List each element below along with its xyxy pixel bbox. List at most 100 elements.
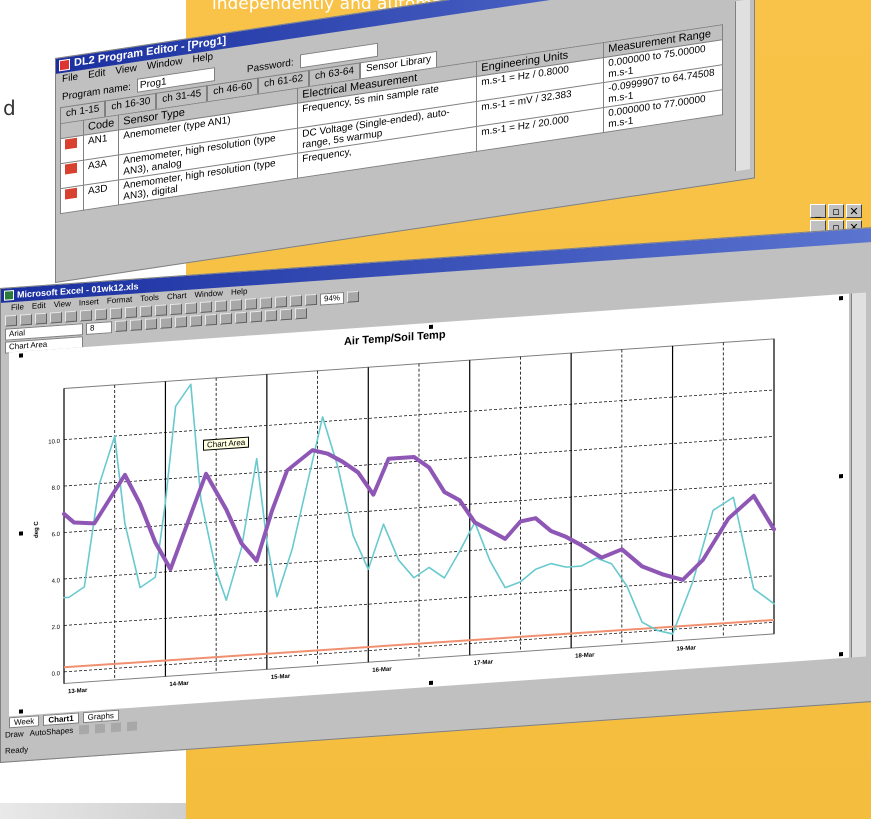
x-tick-label: 13-Mar [68, 688, 88, 695]
map-icon[interactable] [290, 294, 302, 307]
web-icon[interactable] [200, 301, 212, 314]
minimize-icon[interactable]: _ [810, 204, 826, 218]
menu-insert[interactable]: Insert [78, 297, 99, 308]
selection-handle [839, 474, 843, 479]
chart-sheet[interactable]: Air Temp/Soil Temp 0.0 2.0 4.0 6.0 8.0 10.0 13… [9, 293, 849, 717]
close-icon[interactable]: ✕ [846, 204, 862, 218]
print-icon[interactable] [50, 311, 62, 324]
selection-handle [19, 353, 23, 358]
sheet-tab-graphs[interactable]: Graphs [82, 709, 119, 723]
save-icon[interactable] [35, 312, 47, 325]
drawing-icon[interactable] [305, 293, 317, 306]
baseline-series-line [63, 618, 775, 669]
menu-file[interactable]: File [62, 71, 79, 85]
function-icon[interactable] [230, 299, 242, 311]
x-tick-label: 16-Mar [372, 667, 392, 674]
y-axis-label: deg C [34, 520, 40, 538]
hyperlink-icon[interactable] [185, 302, 197, 315]
new-icon[interactable] [5, 314, 17, 327]
selection-handle [19, 709, 23, 714]
format-painter-icon[interactable] [140, 305, 152, 318]
open-icon[interactable] [20, 313, 32, 326]
preview-icon[interactable] [65, 310, 77, 323]
line-chart[interactable]: Air Temp/Soil Temp 0.0 2.0 4.0 6.0 8.0 10.0 13… [9, 294, 849, 717]
series-line-1 [63, 383, 775, 635]
oval-icon[interactable] [127, 721, 138, 732]
menu-window[interactable]: Window [194, 288, 223, 300]
excel-app-icon [4, 290, 14, 301]
currency-icon[interactable] [220, 312, 232, 325]
selection-handle [429, 324, 433, 330]
cropped-text-fragment: d [3, 96, 16, 120]
cut-icon[interactable] [95, 308, 107, 321]
bold-icon[interactable] [115, 320, 127, 332]
undo-icon[interactable] [155, 304, 167, 317]
excel-window: Microsoft Excel - 01wk12.xls File Edit V… [0, 226, 871, 764]
draw-menu[interactable]: Draw [5, 729, 24, 740]
align-left-icon[interactable] [160, 316, 172, 329]
x-tick-label: 18-Mar [575, 652, 595, 659]
selection-handle [19, 531, 23, 536]
chart-wizard-icon[interactable] [275, 295, 287, 308]
vertical-scrollbar[interactable] [851, 292, 866, 658]
underline-icon[interactable] [145, 318, 157, 330]
sensor-icon [60, 185, 84, 214]
status-bar-text: Ready [5, 745, 29, 756]
align-right-icon[interactable] [190, 314, 202, 327]
italic-icon[interactable] [130, 319, 142, 331]
menu-help[interactable]: Help [230, 286, 248, 297]
autoshapes-menu[interactable]: AutoShapes [29, 725, 74, 738]
dl2-vertical-scrollbar[interactable] [735, 0, 750, 172]
y-tick-label: 6.0 [52, 532, 61, 539]
menu-file[interactable]: File [11, 302, 24, 313]
y-tick-label: 8.0 [52, 485, 61, 492]
spelling-icon[interactable] [80, 309, 92, 322]
menu-chart[interactable]: Chart [166, 290, 187, 302]
gridline-y [64, 621, 774, 673]
menu-format[interactable]: Format [106, 294, 133, 306]
fill-color-icon[interactable] [280, 308, 292, 321]
restore-icon[interactable]: ▫ [828, 204, 844, 218]
autosum-icon[interactable] [215, 300, 227, 312]
gridline-y [64, 575, 774, 626]
percent-icon[interactable] [235, 311, 247, 324]
sheet-tab-week[interactable]: Week [9, 714, 40, 728]
y-tick-label: 2.0 [52, 625, 61, 632]
sensor-icon [60, 160, 84, 189]
sensor-icon [60, 135, 84, 164]
zoom-select[interactable]: 94% [320, 291, 345, 306]
rectangle-icon[interactable] [111, 722, 122, 733]
selection-handle [429, 680, 433, 686]
series-line-0 [62, 448, 776, 582]
sort-ascending-icon[interactable] [245, 298, 257, 310]
y-tick-label: 10.0 [48, 439, 60, 446]
borders-icon[interactable] [265, 309, 277, 322]
gridline-y [64, 482, 774, 533]
font-color-icon[interactable] [295, 307, 307, 320]
app-icon [59, 58, 70, 72]
paste-icon[interactable] [125, 306, 137, 319]
menu-tools[interactable]: Tools [140, 292, 159, 304]
menu-edit[interactable]: Edit [31, 300, 46, 311]
x-tick-label: 19-Mar [677, 645, 697, 652]
menu-view[interactable]: View [53, 299, 71, 310]
bottom-strip [0, 803, 186, 819]
menu-edit[interactable]: Edit [88, 67, 106, 82]
cell-code: A3D [83, 179, 119, 211]
gridline-y [64, 528, 774, 580]
merge-icon[interactable] [205, 313, 217, 326]
selection-handle [839, 296, 843, 301]
align-center-icon[interactable] [175, 315, 187, 328]
sort-descending-icon[interactable] [260, 296, 272, 309]
x-tick-label: 17-Mar [474, 659, 494, 666]
redo-icon[interactable] [170, 303, 182, 316]
copy-icon[interactable] [110, 307, 122, 320]
arrow-icon[interactable] [95, 723, 106, 734]
y-tick-label: 4.0 [52, 578, 61, 585]
help-icon[interactable] [347, 290, 360, 303]
comma-icon[interactable] [250, 310, 262, 323]
sheet-tab-chart1[interactable]: Chart1 [43, 711, 79, 726]
font-size-select[interactable]: 8 [86, 320, 112, 335]
plot-area[interactable]: 0.0 2.0 4.0 6.0 8.0 10.0 13-Mar 14-Mar 15-Mar 16-… [19, 296, 843, 714]
line-icon[interactable] [79, 724, 90, 735]
